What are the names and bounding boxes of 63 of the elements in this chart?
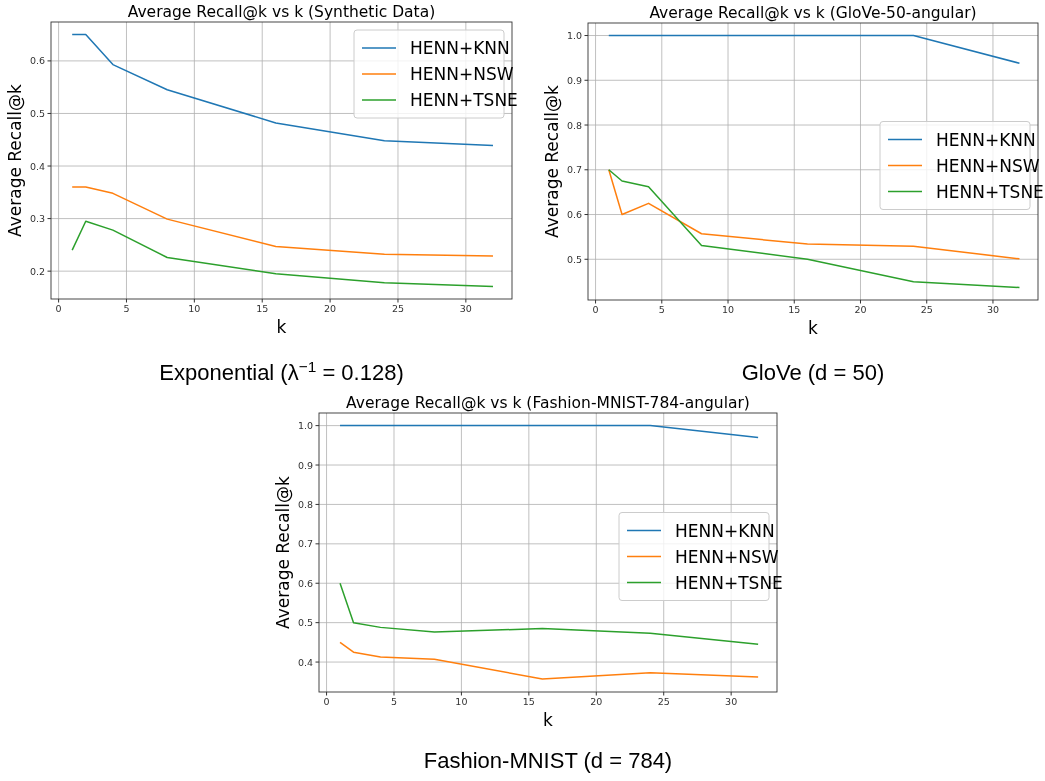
y-axis-title: Average Recall@k [542,84,562,238]
x-tick-label: 20 [590,696,603,707]
x-tick-label: 15 [522,696,535,707]
x-tick-label: 10 [188,303,201,314]
y-tick-label: 0.9 [297,459,313,471]
y-tick-label: 0.4 [29,160,45,172]
x-tick-label: 25 [657,696,670,707]
legend-label: HENN+TSNE [936,181,1044,202]
x-tick-label: 15 [788,304,801,315]
x-tick-label: 20 [854,304,867,315]
chart-title: Average Recall@k vs k (Synthetic Data) [127,3,436,21]
x-tick-label: 5 [123,303,130,314]
y-tick-label: 0.9 [566,74,582,86]
x-tick-label: 25 [920,304,933,315]
y-tick-label: 0.7 [566,164,582,176]
x-axis-title: k [543,710,554,730]
y-axis-title: Average Recall@k [273,475,293,629]
y-axis-title: Average Recall@k [5,83,25,237]
y-tick-label: 0.5 [29,107,45,119]
x-tick-label: 30 [459,303,472,314]
legend-label: HENN+KNN [675,520,775,541]
line-series [339,641,759,680]
chart-title: Average Recall@k vs k (Fashion-MNIST-784-angular) [346,394,750,412]
x-tick-label: 5 [390,696,398,707]
x-axis-title: k [808,318,819,338]
legend-label: HENN+KNN [410,38,510,58]
legend-label: HENN+NSW [410,64,514,84]
y-tick-label: 0.5 [297,617,313,629]
x-tick-label: 30 [725,696,738,707]
x-tick-label: 15 [256,303,269,314]
y-tick-label: 0.8 [566,119,582,131]
y-tick-label: 0.3 [29,213,45,225]
legend-label: HENN+NSW [936,155,1040,176]
y-tick-label: 0.6 [297,577,313,589]
x-tick-label: 0 [323,696,330,707]
x-tick-label: 5 [658,304,665,315]
x-tick-label: 30 [986,304,1000,315]
y-tick-label: 0.6 [566,209,582,221]
text: Fashion-MNIST (d = 784) [423,748,673,773]
line-series [71,220,494,288]
y-tick-label: 0.6 [29,55,45,67]
y-tick-label: 0.5 [566,253,582,265]
legend-label: HENN+TSNE [675,572,783,593]
y-tick-label: 0.4 [297,656,313,668]
y-tick-label: 0.8 [297,498,313,510]
legend-label: HENN+TSNE [410,90,518,110]
line-series [71,186,494,257]
y-tick-label: 1.0 [297,420,313,432]
x-tick-label: 0 [55,303,62,314]
x-tick-label: 0 [592,304,599,315]
x-tick-label: 20 [324,303,337,314]
y-tick-label: 0.7 [297,538,313,550]
legend-label: HENN+KNN [936,129,1036,150]
x-tick-label: 10 [721,304,735,315]
y-tick-label: 0.2 [29,265,45,277]
y-tick-label: 1.0 [566,30,582,42]
x-tick-label: 25 [391,303,405,314]
text: GloVe (d = 50) [741,360,885,385]
chart-title: Average Recall@k vs k (GloVe-50-angular) [649,4,977,22]
x-tick-label: 10 [455,696,468,707]
legend-label: HENN+NSW [675,546,779,567]
text: Exponential (λ$^{−1}$ = 0.128) [159,357,404,385]
x-axis-title: k [276,317,287,337]
